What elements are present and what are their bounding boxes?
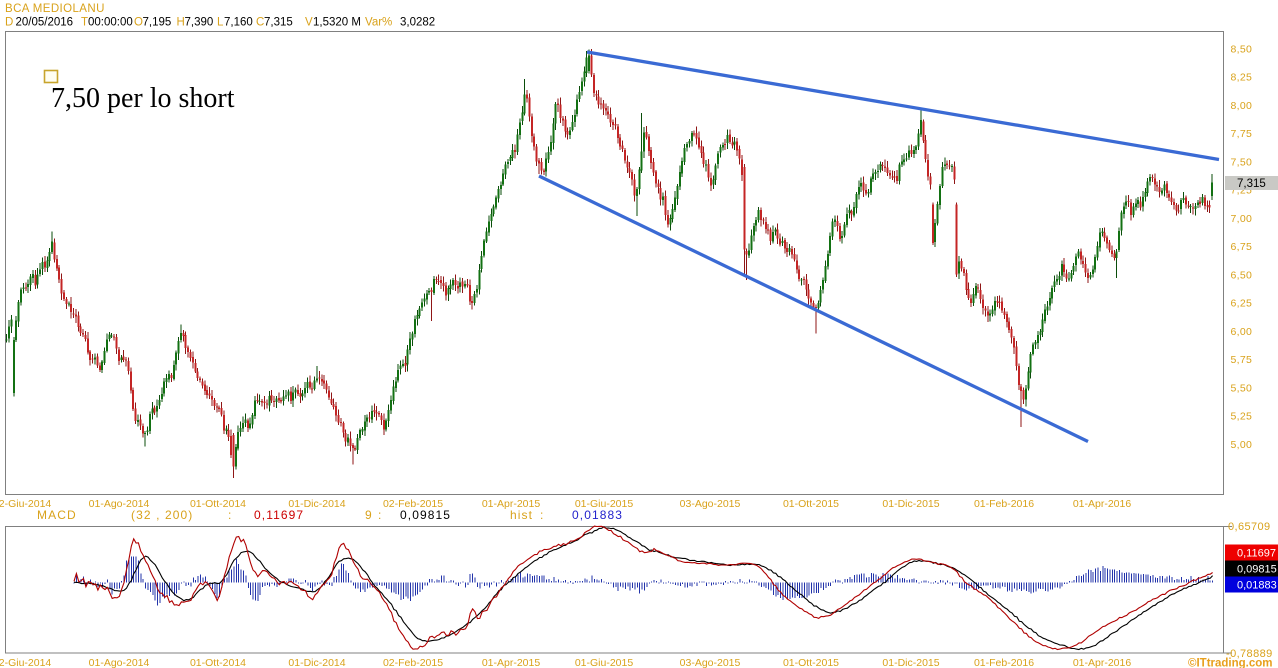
svg-text:01-Dic-2014: 01-Dic-2014 <box>288 498 345 510</box>
svg-text:01-Dic-2014: 01-Dic-2014 <box>288 657 345 668</box>
svg-text:0,01883: 0,01883 <box>1237 580 1277 592</box>
svg-text:01-Feb-2016: 01-Feb-2016 <box>974 498 1034 510</box>
svg-text:03-Ago-2015: 03-Ago-2015 <box>680 657 741 668</box>
svg-text:6,25: 6,25 <box>1231 298 1253 310</box>
svg-text:01-Giu-2015: 01-Giu-2015 <box>575 657 634 668</box>
svg-text:6,00: 6,00 <box>1231 326 1253 338</box>
svg-text:01-Giu-2015: 01-Giu-2015 <box>575 498 634 510</box>
svg-text:01-Apr-2016: 01-Apr-2016 <box>1073 657 1132 668</box>
svg-text:2-Giu-2014: 2-Giu-2014 <box>0 657 51 668</box>
svg-text:7,315: 7,315 <box>1237 178 1266 190</box>
svg-text:01-Ago-2014: 01-Ago-2014 <box>89 498 150 510</box>
svg-text:6,75: 6,75 <box>1231 241 1253 253</box>
svg-text:7,75: 7,75 <box>1231 128 1253 140</box>
svg-text:02-Feb-2015: 02-Feb-2015 <box>383 657 443 668</box>
svg-text:7,50: 7,50 <box>1231 156 1253 168</box>
svg-text:01-Apr-2015: 01-Apr-2015 <box>482 498 541 510</box>
svg-text:01-Ott-2015: 01-Ott-2015 <box>783 657 839 668</box>
svg-text:6,50: 6,50 <box>1231 269 1253 281</box>
svg-text:01-Ott-2014: 01-Ott-2014 <box>190 498 246 510</box>
svg-text:5,00: 5,00 <box>1231 439 1253 451</box>
svg-text:0,11697: 0,11697 <box>1237 548 1276 560</box>
svg-text:01-Ott-2015: 01-Ott-2015 <box>783 498 839 510</box>
svg-text:0,65709: 0,65709 <box>1228 521 1271 533</box>
svg-text:01-Feb-2016: 01-Feb-2016 <box>974 657 1034 668</box>
svg-text:8,25: 8,25 <box>1231 72 1253 84</box>
svg-text:02-Feb-2015: 02-Feb-2015 <box>383 498 443 510</box>
svg-text:©ITtrading.com: ©ITtrading.com <box>1188 658 1273 668</box>
svg-text:8,50: 8,50 <box>1231 43 1253 55</box>
svg-text:0,09815: 0,09815 <box>1237 564 1277 576</box>
svg-text:01-Dic-2015: 01-Dic-2015 <box>882 657 939 668</box>
svg-text:5,75: 5,75 <box>1231 354 1253 366</box>
svg-text:03-Ago-2015: 03-Ago-2015 <box>680 498 741 510</box>
svg-text:01-Dic-2015: 01-Dic-2015 <box>882 498 939 510</box>
svg-text:01-Apr-2016: 01-Apr-2016 <box>1073 498 1132 510</box>
svg-text:7,50 per lo short: 7,50 per lo short <box>51 83 235 114</box>
svg-text:5,50: 5,50 <box>1231 382 1253 394</box>
svg-text:8,00: 8,00 <box>1231 100 1253 112</box>
svg-text:7,00: 7,00 <box>1231 213 1253 225</box>
svg-text:2-Giu-2014: 2-Giu-2014 <box>0 498 51 510</box>
svg-text:BCA MEDIOLANU: BCA MEDIOLANU <box>5 3 105 15</box>
svg-text:5,25: 5,25 <box>1231 411 1253 423</box>
svg-text:-0,78889: -0,78889 <box>1226 648 1273 660</box>
svg-text:01-Ago-2014: 01-Ago-2014 <box>89 657 150 668</box>
svg-text:01-Apr-2015: 01-Apr-2015 <box>482 657 541 668</box>
svg-text:01-Ott-2014: 01-Ott-2014 <box>190 657 246 668</box>
